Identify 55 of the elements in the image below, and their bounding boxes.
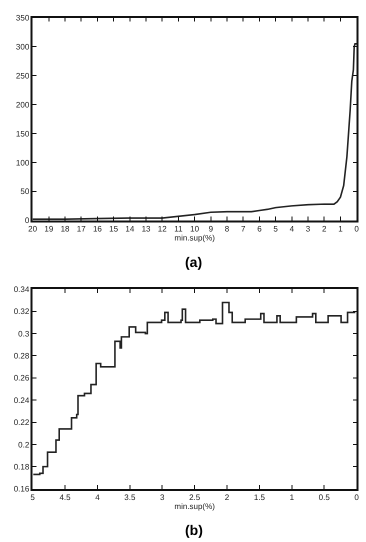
x-tick-label: 14 bbox=[125, 224, 135, 234]
x-tick-label: 1.5 bbox=[254, 493, 266, 502]
x-tick-label: 4 bbox=[290, 224, 295, 234]
y-tick-label: 0.26 bbox=[14, 374, 30, 383]
y-tick-label: 100 bbox=[16, 158, 30, 168]
x-tick-label: 17 bbox=[76, 224, 86, 234]
y-tick-label: 0.3 bbox=[18, 329, 30, 338]
x-tick-label: 13 bbox=[142, 224, 152, 234]
y-tick-label: 0.28 bbox=[14, 352, 30, 361]
x-tick-label: 0 bbox=[354, 493, 360, 502]
x-tick-label: 19 bbox=[44, 224, 54, 234]
x-tick-label: 2 bbox=[224, 493, 230, 502]
x-tick-label: 11 bbox=[174, 224, 184, 234]
x-tick-label: 3.5 bbox=[124, 493, 136, 502]
x-tick-label: 12 bbox=[158, 224, 168, 234]
y-tick-label: 0.22 bbox=[14, 418, 30, 428]
line-series bbox=[32, 43, 357, 220]
x-tick-label: 10 bbox=[190, 224, 200, 234]
x-tick-label: 1 bbox=[290, 493, 295, 502]
y-tick-label: 0.2 bbox=[18, 440, 30, 450]
x-tick-label: 9 bbox=[208, 224, 214, 234]
text: (b) bbox=[185, 522, 203, 538]
x-tick-label: 7 bbox=[241, 224, 246, 234]
x-axis-title: min.sup(%) bbox=[174, 502, 216, 512]
y-tick-label: 0.16 bbox=[14, 484, 30, 494]
x-tick-label: 0.5 bbox=[318, 493, 330, 502]
x-tick-label: 0 bbox=[354, 224, 360, 234]
x-tick-label: 18 bbox=[60, 224, 70, 234]
x-tick-label: 2 bbox=[322, 224, 328, 234]
y-tick-label: 0.34 bbox=[14, 284, 30, 294]
x-tick-label: 4 bbox=[95, 493, 100, 502]
x-tick-label: 4.5 bbox=[59, 493, 72, 502]
y-tick-label: 350 bbox=[16, 14, 30, 23]
x-tick-label: 15 bbox=[109, 224, 119, 234]
x-tick-label: 16 bbox=[92, 224, 102, 234]
x-tick-label: 3 bbox=[160, 493, 166, 502]
x-axis-title: min.sup(%) bbox=[174, 234, 216, 243]
x-tick-label: 6 bbox=[257, 224, 262, 234]
x-tick-label: 5 bbox=[273, 224, 278, 234]
y-tick-label: 300 bbox=[16, 42, 30, 52]
y-tick-label: 0 bbox=[24, 216, 30, 226]
y-tick-label: 250 bbox=[16, 71, 30, 80]
x-tick-label: 3 bbox=[306, 224, 311, 234]
x-tick-label: 5 bbox=[30, 493, 36, 502]
y-tick-label: 0.32 bbox=[14, 307, 30, 316]
x-tick-label: 1 bbox=[338, 224, 344, 234]
y-tick-label: 200 bbox=[16, 100, 30, 110]
x-tick-label: 8 bbox=[224, 224, 230, 234]
text: (a) bbox=[185, 254, 202, 270]
y-tick-label: 0.24 bbox=[14, 396, 30, 405]
y-tick-label: 0.18 bbox=[14, 462, 30, 472]
y-tick-label: 150 bbox=[16, 129, 30, 138]
y-tick-label: 50 bbox=[20, 187, 30, 196]
x-tick-label: 20 bbox=[28, 224, 38, 234]
x-tick-label: 2.5 bbox=[189, 493, 201, 502]
